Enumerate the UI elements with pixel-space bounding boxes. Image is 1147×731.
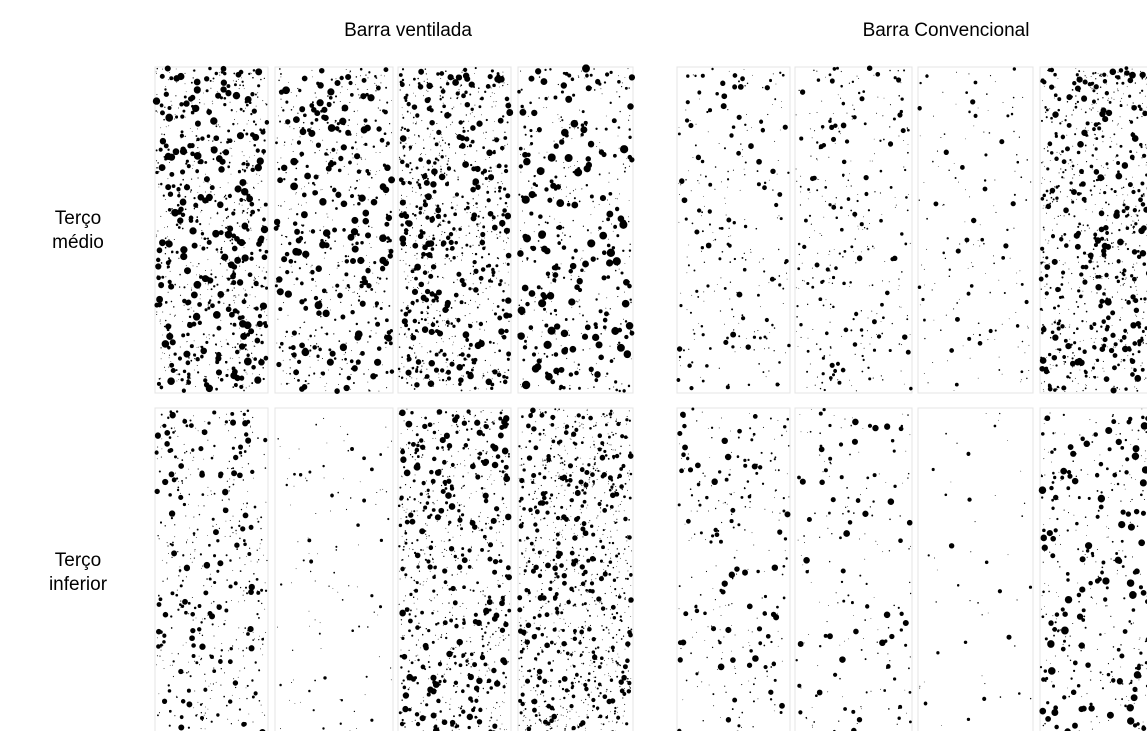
- page: Barra ventilada Barra Convencional Terço…: [0, 0, 1147, 731]
- panel-border: [677, 67, 790, 393]
- row-label: médio: [52, 232, 104, 253]
- row-label: Terço: [55, 208, 101, 229]
- column-header: Barra ventilada: [344, 20, 472, 41]
- row-label: Terço: [55, 550, 101, 571]
- row-label: inferior: [49, 574, 108, 595]
- panel-border: [155, 408, 268, 731]
- panel-border: [795, 408, 912, 731]
- panel-border: [275, 408, 393, 731]
- figure: Barra ventilada Barra Convencional Terço…: [0, 0, 1147, 731]
- column-header: Barra Convencional: [863, 20, 1030, 41]
- panel-border: [918, 408, 1033, 731]
